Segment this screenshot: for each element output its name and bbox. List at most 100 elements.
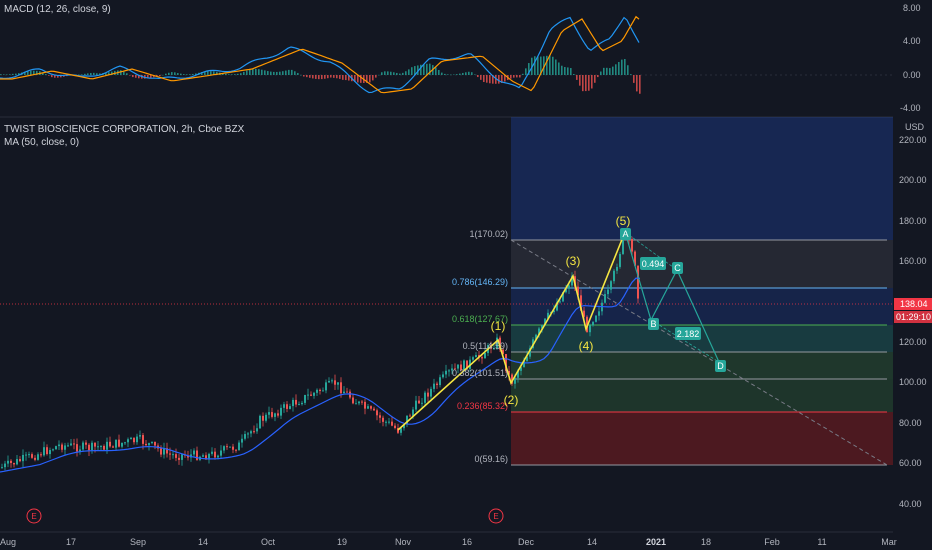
macd-histogram-bar [237, 73, 239, 75]
candle-body [109, 441, 111, 447]
candle-body [379, 415, 381, 418]
time-tick: 16 [462, 537, 472, 547]
price-pane: 1(170.02) 0.786(146.29) 0.618(127.67) 0.… [0, 117, 893, 524]
macd-pane [0, 15, 893, 94]
time-tick: Oct [261, 537, 276, 547]
macd-histogram-bar [228, 74, 230, 75]
candle-body [631, 239, 633, 252]
candle-body [256, 428, 258, 432]
macd-histogram-bar [258, 69, 260, 75]
macd-histogram-bar [33, 70, 35, 75]
candle-body [343, 391, 345, 394]
candle-body [634, 251, 636, 266]
macd-histogram-bar [129, 75, 131, 76]
main-legend[interactable]: TWIST BIOSCIENCE CORPORATION, 2h, Cboe B… [4, 123, 244, 149]
candle-body [115, 439, 117, 448]
candle-body [193, 450, 195, 455]
candle-body [334, 380, 336, 385]
macd-histogram-bar [213, 71, 215, 75]
macd-histogram-bar [414, 66, 416, 75]
macd-histogram-bar [591, 75, 593, 89]
macd-histogram-bar [54, 75, 56, 78]
candle-body [472, 357, 474, 360]
macd-histogram-bar [330, 75, 332, 78]
macd-histogram-bar [537, 56, 539, 75]
candle-body [94, 442, 96, 447]
candle-body [514, 377, 516, 384]
candle-body [178, 457, 180, 460]
abcd-point-b[interactable]: B [648, 318, 659, 330]
macd-histogram-bar [267, 71, 269, 75]
macd-histogram-bar [324, 75, 326, 79]
macd-histogram-bar [192, 73, 194, 75]
macd-histogram-bar [438, 70, 440, 75]
macd-legend[interactable]: MACD (12, 26, close, 9) [4, 4, 111, 15]
candle-body [526, 356, 528, 362]
macd-histogram-bar [210, 71, 212, 75]
time-axis[interactable]: Aug 17 Sep 14 Oct 19 Nov 16 Dec 14 2021 … [0, 531, 932, 550]
earnings-marker[interactable]: E [26, 508, 42, 524]
macd-histogram-bar [579, 75, 581, 86]
candle-body [304, 395, 306, 403]
candle-body [166, 448, 168, 454]
abcd-ratio-2[interactable]: 2.182 [675, 327, 701, 340]
bar-countdown: 01:29:10 [896, 312, 931, 322]
macd-histogram-bar [303, 75, 305, 77]
abcd-pattern[interactable] [624, 231, 720, 363]
candle-body [313, 392, 315, 396]
candle-body [277, 413, 279, 416]
macd-histogram-bar [120, 70, 122, 75]
macd-histogram-bar [423, 64, 425, 75]
candle-body [187, 455, 189, 458]
candle-body [592, 321, 594, 326]
macd-histogram-bar [624, 59, 626, 75]
candle-body [283, 404, 285, 408]
macd-histogram-bar [315, 75, 317, 79]
candle-body [406, 415, 408, 425]
candle-body [232, 446, 234, 450]
abcd-ratio-1[interactable]: 0.494 [640, 257, 666, 270]
macd-histogram-bar [627, 65, 629, 75]
abcd-point-d[interactable]: D [715, 360, 726, 372]
earnings-marker[interactable]: E [488, 508, 504, 524]
macd-histogram-bar [126, 73, 128, 75]
candle-body [394, 425, 396, 428]
fib-retracement[interactable] [510, 117, 893, 466]
elliott-wave[interactable] [397, 231, 626, 431]
candle-body [127, 439, 129, 443]
candle-body [220, 450, 222, 456]
candle-body [433, 383, 435, 389]
candle-body [25, 454, 27, 456]
price-tick: 60.00 [899, 458, 922, 468]
candle-body [310, 394, 312, 396]
price-tick: 120.00 [899, 337, 927, 347]
macd-histogram-bar [234, 74, 236, 75]
macd-histogram-bar [609, 68, 611, 75]
abcd-point-a[interactable]: A [620, 228, 631, 240]
candle-body [358, 401, 360, 404]
macd-histogram-bar [519, 75, 521, 78]
price-axis[interactable]: 8.00 4.00 0.00 -4.00 USD 220.00 200.00 1… [893, 0, 932, 532]
candle-body [67, 445, 69, 447]
candle-body [136, 436, 138, 443]
macd-histogram-bar [486, 75, 488, 83]
candle-body [511, 374, 513, 384]
macd-histogram-bar [90, 72, 92, 75]
candle-body [298, 404, 300, 406]
macd-histogram-bar [618, 62, 620, 75]
macd-histogram-bar [345, 75, 347, 81]
candle-body [247, 433, 249, 435]
macd-histogram-bar [360, 75, 362, 83]
candle-body [40, 454, 42, 456]
candle-body [346, 391, 348, 393]
candle-body [454, 368, 456, 370]
candle-body [250, 431, 252, 434]
candle-body [271, 412, 273, 417]
macd-histogram-bar [279, 71, 281, 75]
candle-body [97, 446, 99, 448]
abcd-point-c[interactable]: C [672, 262, 683, 274]
macd-histogram-bar [249, 69, 251, 75]
candle-body [124, 442, 126, 444]
macd-histogram-bar [276, 71, 278, 75]
